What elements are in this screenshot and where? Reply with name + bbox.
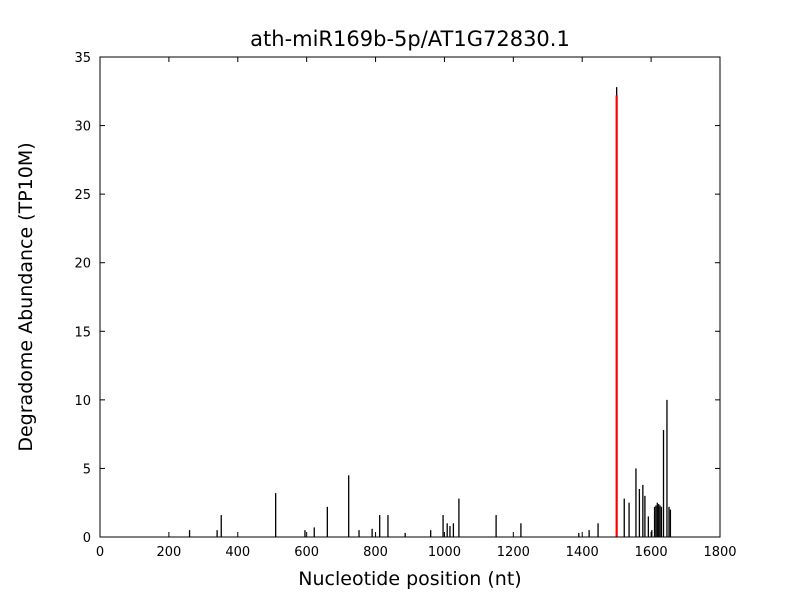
x-tick-label: 400 (225, 545, 250, 560)
y-tick-label: 10 (74, 394, 91, 409)
x-tick-label: 800 (363, 545, 388, 560)
x-tick-label: 0 (96, 545, 104, 560)
x-tick-label: 1000 (428, 545, 461, 560)
x-axis-label: Nucleotide position (nt) (298, 568, 521, 590)
axis-ticks: 0 200 400 600 800 1000 1200 1400 1600 1800 0 5 10 15 2… (74, 51, 736, 560)
y-tick-label: 15 (74, 325, 91, 340)
y-tick-label: 30 (74, 120, 91, 135)
x-tick-label: 1800 (703, 545, 736, 560)
degradome-bars (188, 87, 672, 537)
y-axis-label: Degradome Abundance (TP10M) (15, 142, 37, 451)
x-tick-label: 1600 (635, 545, 668, 560)
y-tick-label: 5 (83, 462, 91, 477)
y-tick-label: 20 (74, 257, 91, 272)
x-tick-label: 1400 (566, 545, 599, 560)
chart-title: ath-miR169b-5p/AT1G72830.1 (250, 27, 570, 51)
y-tick-label: 35 (74, 51, 91, 66)
x-tick-label: 200 (156, 545, 181, 560)
x-tick-label: 1200 (497, 545, 530, 560)
plot-frame (99, 56, 721, 538)
x-tick-label: 600 (294, 545, 319, 560)
y-tick-label: 0 (83, 531, 91, 546)
y-tick-label: 25 (74, 188, 91, 203)
